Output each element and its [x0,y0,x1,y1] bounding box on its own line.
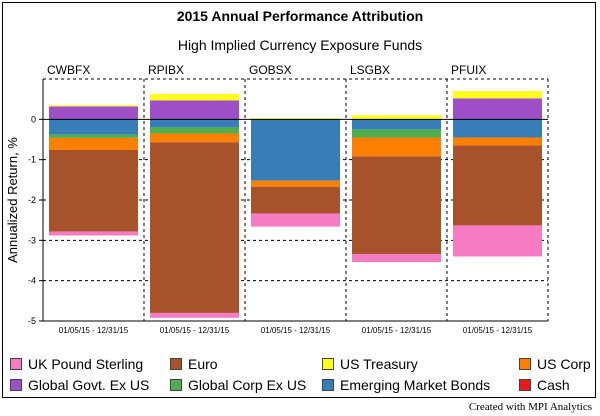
bar-pfuix-us-treasury [453,91,542,99]
bar-lsgbx-uk-pound-sterling [352,254,441,263]
legend-label: UK Pound Sterling [28,356,144,372]
legend-swatch [322,379,334,391]
legend-swatch [10,358,22,370]
legend-item-euro: Euro [170,356,218,372]
bar-lsgbx-us-treasury [352,115,441,120]
bar-lsgbx-global-corp-ex-us [352,129,441,138]
legend-swatch [170,379,182,391]
fund-label-pfuix: PFUIX [451,63,486,77]
bar-rpibx-uk-pound-sterling [150,312,239,318]
y-tick-label: 0 [31,114,36,124]
bar-rpibx-global-corp-ex-us [150,127,239,134]
legend-item-emerging-market-bonds: Emerging Market Bonds [322,377,490,393]
bar-gobsx-emerging-market-bonds [251,119,340,181]
bar-pfuix-euro [453,145,542,226]
bar-rpibx-global-govt-ex-us [150,100,239,120]
date-label: 01/05/15 - 12/31/15 [261,326,331,335]
bar-rpibx-us-treasury [150,93,239,101]
bar-lsgbx-emerging-market-bonds [352,119,441,130]
chart-title: 2015 Annual Performance Attribution [176,8,424,24]
bar-cwbfx-us-corp [49,137,138,150]
bar-pfuix-uk-pound-sterling [453,225,542,257]
date-label: 01/05/15 - 12/31/15 [160,326,230,335]
y-axis-title: Annualized Return, % [5,137,20,263]
bar-lsgbx-euro [352,156,441,255]
bar-rpibx-euro [150,142,239,313]
legend-label: Global Govt. Ex US [28,377,150,393]
y-tick-label: -5 [28,316,36,326]
legend-label: Cash [537,377,570,393]
y-tick-label: -1 [28,155,36,165]
bar-gobsx-uk-pound-sterling [251,213,340,227]
legend-item-cash: Cash [519,377,570,393]
bar-cwbfx-global-govt-ex-us [49,106,138,120]
fund-label-cwbfx: CWBFX [47,63,90,77]
fund-label-rpibx: RPIBX [148,63,184,77]
date-label: 01/05/15 - 12/31/15 [59,326,129,335]
bar-rpibx-us-corp [150,133,239,143]
bar-cwbfx-uk-pound-sterling [49,231,138,236]
y-tick-label: -4 [28,276,36,286]
bar-pfuix-global-govt-ex-us [453,98,542,120]
legend-label: US Corp [537,356,591,372]
bar-gobsx-us-corp [251,180,340,187]
chart-subtitle: High Implied Currency Exposure Funds [177,37,423,53]
legend-item-us-treasury: US Treasury [322,356,418,372]
legend-item-global-corp-ex-us: Global Corp Ex US [170,377,306,393]
legend-swatch [322,358,334,370]
bar-cwbfx-emerging-market-bonds [49,119,138,135]
legend-swatch [10,379,22,391]
legend-label: Emerging Market Bonds [340,377,491,393]
legend-item-global-govt-ex-us: Global Govt. Ex US [10,377,149,393]
credit-text: Created with MPI Analytics [468,401,592,413]
bar-gobsx-euro [251,186,340,214]
bar-pfuix-us-corp [453,137,542,146]
bar-lsgbx-us-corp [352,137,441,157]
bar-pfuix-emerging-market-bonds [453,119,542,138]
legend-swatch [519,379,531,391]
bar-cwbfx-euro [49,149,138,232]
bar-cwbfx-global-corp-ex-us [49,134,138,138]
legend-label: Global Corp Ex US [188,377,307,393]
legend-label: Euro [188,356,218,372]
legend-item-us-corp: US Corp [519,356,591,372]
legend-label: US Treasury [340,356,418,372]
date-label: 01/05/15 - 12/31/15 [362,326,432,335]
y-tick-label: -3 [28,235,36,245]
bar-gobsx-us-treasury [251,118,340,120]
outer-frame [2,2,596,398]
bar-cwbfx-us-treasury [49,105,138,107]
legend-swatch [170,358,182,370]
legend-item-uk-pound-sterling: UK Pound Sterling [10,356,143,372]
fund-label-gobsx: GOBSX [249,63,292,77]
y-tick-label: -2 [28,195,36,205]
bar-rpibx-emerging-market-bonds [150,119,239,128]
fund-label-lsgbx: LSGBX [350,63,390,77]
date-label: 01/05/15 - 12/31/15 [463,326,533,335]
legend-swatch [519,358,531,370]
